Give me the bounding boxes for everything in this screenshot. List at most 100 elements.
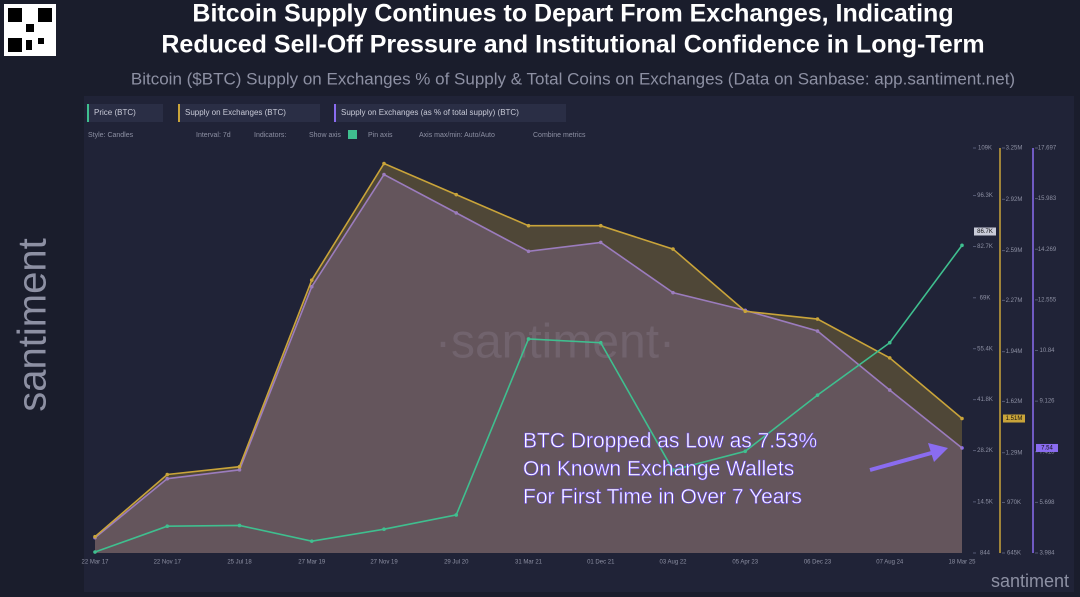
legend-chip[interactable]: [334, 104, 566, 122]
data-point: [671, 468, 675, 472]
data-point: [598, 340, 603, 345]
x-tick-label: 27 Nov 19: [370, 560, 398, 566]
y-tick-label: 55.4K: [977, 346, 993, 352]
y-tick-label: 96.3K: [977, 193, 993, 199]
data-point: [887, 340, 892, 345]
annotation: BTC Dropped as Low as 7.53% On Known Exc…: [523, 429, 818, 509]
current-badge: [974, 227, 996, 236]
data-point: [309, 278, 314, 282]
data-point: [887, 356, 892, 360]
x-tick-label: 03 Aug 22: [659, 560, 687, 566]
y-tick-label: 17.697: [1038, 146, 1057, 152]
data-point: [165, 524, 170, 529]
toolbar-item[interactable]: Axis max/min: Auto/Auto: [419, 132, 495, 139]
y-tick-label: 3.25M: [1006, 146, 1023, 152]
x-tick-label: 22 Mar 17: [81, 560, 109, 566]
x-tick-label: 27 Mar 19: [298, 560, 326, 566]
legend-entry[interactable]: Supply on Exchanges (BTC): [185, 108, 286, 117]
title-line: Bitcoin Supply Continues to Depart From …: [192, 0, 953, 28]
x-tick-label: 31 Mar 21: [515, 560, 543, 566]
title-line: Reduced Sell-Off Pressure and Institutio…: [161, 31, 984, 59]
data-point: [815, 393, 820, 397]
legend-swatch: [87, 104, 89, 122]
toolbar-item[interactable]: Style: Candles: [88, 132, 134, 139]
x-tick-label: 18 Mar 25: [948, 560, 976, 566]
y-tick-label: 1.62M: [1006, 399, 1023, 405]
y-tick-label: 5.698: [1039, 500, 1055, 506]
y-tick-label: 3.984: [1039, 551, 1055, 557]
current-badge: [1003, 414, 1025, 423]
annotation-line: On Known Exchange Wallets: [523, 458, 794, 481]
watermark: ·santiment·: [435, 316, 675, 369]
data-point: [165, 476, 170, 481]
toolbar-item[interactable]: Combine metrics: [533, 132, 586, 139]
y-tick-label: 1.94M: [1006, 349, 1023, 355]
annotation-line: For First Time in Over 7 Years: [523, 486, 802, 509]
data-point: [454, 211, 459, 215]
data-point: [382, 527, 386, 531]
annotation-line: BTC Dropped as Low as 7.53%: [523, 430, 817, 453]
y-tick-label: 2.92M: [1006, 197, 1023, 203]
data-point: [165, 472, 170, 477]
data-point: [93, 550, 97, 554]
watermark: santiment: [991, 571, 1069, 591]
toolbar-item[interactable]: Indicators:: [254, 132, 286, 139]
data-point: [598, 223, 603, 228]
current-label: 86.7K: [977, 229, 993, 235]
data-point: [960, 243, 964, 248]
y-tick-label: 7.413: [1039, 449, 1055, 455]
series-area: [95, 174, 962, 554]
y-tick-label: 14.5K: [977, 499, 993, 505]
data-point: [526, 223, 531, 228]
x-tick-label: 07 Aug 24: [876, 560, 904, 566]
data-point: [598, 240, 603, 245]
toolbar-item[interactable]: Interval: 7d: [196, 132, 231, 139]
y-tick-label: 69K: [980, 295, 991, 301]
data-point: [309, 539, 314, 543]
y-tick-label: 82.7K: [977, 244, 993, 250]
legend-entry[interactable]: Price (BTC): [94, 108, 136, 117]
y-tick-label: 14.269: [1038, 247, 1057, 253]
data-point: [671, 290, 675, 295]
legend-entry[interactable]: Supply on Exchanges (as % of total suppl…: [341, 108, 519, 117]
data-point: [382, 161, 386, 166]
y-tick-label: 2.59M: [1006, 248, 1023, 254]
data-point: [309, 284, 314, 289]
data-point: [93, 534, 97, 539]
data-point: [815, 329, 820, 333]
data-point: [237, 464, 242, 469]
data-point: [815, 317, 820, 321]
legend-swatch: [178, 104, 180, 122]
annotation-arrow: [869, 450, 936, 472]
y-tick-label: 12.555: [1038, 297, 1057, 303]
data-point: [743, 309, 748, 314]
y-tick-label: 9.126: [1039, 399, 1055, 405]
x-tick-label: 05 Apr 23: [732, 560, 758, 566]
y-tick-label: 2.27M: [1006, 298, 1023, 304]
data-point: [960, 416, 964, 421]
checkbox[interactable]: [348, 130, 357, 139]
annotation-arrowhead: [928, 443, 948, 462]
subtitle: Bitcoin ($BTC) Supply on Exchanges % of …: [131, 69, 1015, 88]
y-tick-label: 10.84: [1039, 348, 1055, 354]
y-tick-label: 970K: [1007, 500, 1021, 506]
legend-chip[interactable]: [178, 104, 320, 122]
data-point: [526, 249, 531, 254]
y-tick-label: 41.8K: [977, 397, 993, 403]
legend-chip[interactable]: [87, 104, 163, 122]
toolbar-item[interactable]: Pin axis: [368, 132, 393, 139]
current-badge: [1036, 443, 1058, 452]
chart-panel: [84, 96, 1074, 596]
current-label: 7.54: [1041, 446, 1053, 452]
current-label: 1.51M: [1006, 416, 1023, 422]
data-point: [960, 446, 964, 450]
y-tick-label: 844: [980, 551, 991, 557]
data-point: [671, 247, 675, 251]
data-point: [887, 388, 892, 392]
x-tick-label: 29 Jul 20: [444, 560, 469, 566]
toolbar-item[interactable]: Show axis: [309, 132, 341, 139]
x-tick-label: 22 Nov 17: [154, 560, 182, 566]
y-tick-label: 645K: [1007, 551, 1021, 557]
y-tick-label: 109K: [978, 146, 992, 152]
